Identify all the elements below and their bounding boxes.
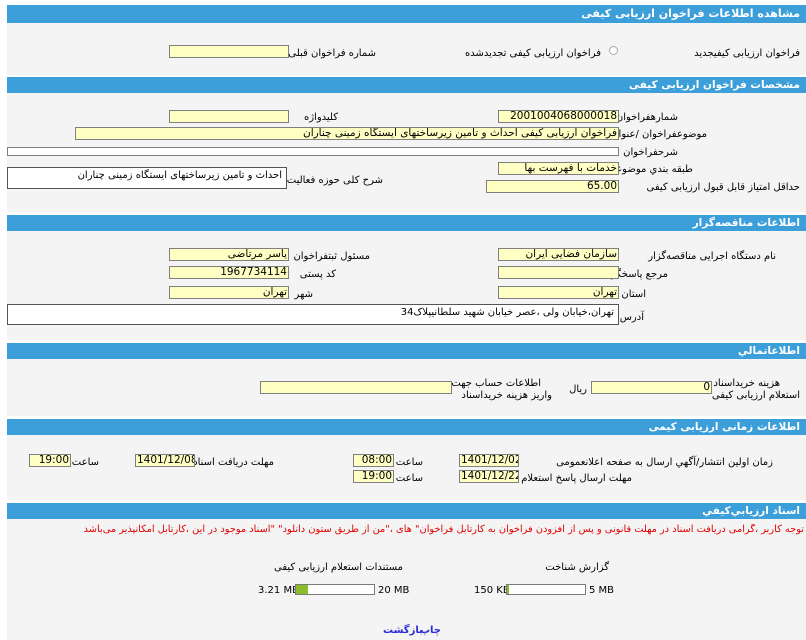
min-score-label: حداقل امتیاز قابل قبول ارزیابی کیفی <box>646 182 800 193</box>
renewed-radio[interactable] <box>609 46 618 55</box>
activity-label: شرح کلی حوزه فعالیت <box>286 175 383 186</box>
page-title: مشاهده اطلاعات فراخوان ارزیابی کیفی <box>7 5 806 23</box>
report-size: 150 KB <box>474 585 510 596</box>
back-link[interactable]: بازگشت <box>383 625 423 636</box>
account-label-2: واریز هزینه خریداسناد <box>461 390 552 401</box>
currency-label: ریال <box>569 384 587 395</box>
city-field[interactable]: تهران <box>169 286 289 299</box>
answer-time-label: ساعت <box>395 473 423 484</box>
fee-label-2: استعلام ارزیابی کیفی <box>711 390 800 401</box>
inquiry-progress <box>295 584 375 595</box>
org-header: اطلاعات مناقصه‌گزار <box>7 215 806 231</box>
activity-field[interactable]: احداث و تامین زیرساختهای ایستگاه زمینی چ… <box>7 167 287 189</box>
account-label: اطلاعات حساب جهت <box>451 378 541 389</box>
registrar-field[interactable]: یاسر مرتاضی <box>169 248 289 261</box>
top-panel <box>7 23 806 75</box>
prev-number-label: شماره فراخوان قبلی <box>288 48 376 59</box>
fee-label: هزینه خریداسناد <box>713 378 780 389</box>
keyword-label: کلیدواژه <box>303 112 338 123</box>
timing-header: اطلاعات زمانی ارزیابی کیمی <box>7 419 806 435</box>
report-max-size: 5 MB <box>589 585 615 596</box>
postal-code-label: کد پستی <box>299 269 336 280</box>
min-score-field[interactable]: 65.00 <box>486 180 619 193</box>
report-progress-fill <box>507 585 510 594</box>
docs-header: اسناد ارزيابي‌کيفي <box>7 503 806 519</box>
org-name-label: نام دستگاه اجرایی مناقصه‌گزار <box>648 251 776 262</box>
address-field[interactable]: تهران،خیابان ولی ،عصر خیابان شهید سلطانی… <box>7 304 619 325</box>
receive-time-field[interactable]: 19:00 <box>29 454 71 467</box>
publish-label: زمان اولین انتشار/آگهي ارسال به صفحه اعل… <box>556 457 773 468</box>
publish-date-field[interactable]: 1401/12/02 <box>459 454 519 467</box>
download-notice: توجه کاربر ،گرامی دریافت اسناد در مهلت ق… <box>83 524 804 535</box>
timing-panel <box>7 435 806 500</box>
description-label: شرحفراخوان <box>623 147 678 158</box>
province-label: استان <box>621 289 646 300</box>
publish-time-label: ساعت <box>395 457 423 468</box>
keyword-field[interactable] <box>169 110 289 123</box>
receive-time-label: ساعت <box>71 457 99 468</box>
category-label: طبقه بندي موضوعي <box>607 164 693 175</box>
prev-number-field[interactable] <box>169 45 289 58</box>
address-label: آدرس <box>619 312 644 323</box>
inquiry-title: مستندات استعلام ارزیابی کیفی <box>273 562 403 573</box>
finance-header: اطلاعاتمالي <box>7 343 806 359</box>
receive-docs-label: مهلت دریافت اسناد <box>193 457 274 468</box>
new-call-label: فراخوان ارزیابی کیفیجدید <box>694 48 800 59</box>
org-name-field[interactable]: سازمان فضایی ایران <box>498 248 619 261</box>
fee-field[interactable]: 0 <box>591 381 712 394</box>
answer-time-field[interactable]: 19:00 <box>353 470 394 483</box>
report-title: گزارش شناخت <box>545 562 609 573</box>
registrar-label: مسئول ثبتفراخوان <box>293 251 370 262</box>
province-field[interactable]: تهران <box>498 286 619 299</box>
call-number-label: شمارهفراخوان <box>615 112 678 123</box>
call-number-field[interactable]: 2001004068000018 <box>498 110 619 123</box>
category-field[interactable]: خدمات با فهرست بها <box>498 162 619 175</box>
postal-code-field[interactable]: 1967734114 <box>169 266 289 279</box>
answer-deadline-label: مهلت ارسال پاسخ استعلام <box>521 473 632 484</box>
reference-label: مرجع پاسخگویی <box>599 269 668 280</box>
docs-panel <box>7 519 806 640</box>
publish-time-field[interactable]: 08:00 <box>353 454 394 467</box>
city-label: شهر <box>294 289 313 300</box>
receive-date-field[interactable]: 1401/12/08 <box>135 454 195 467</box>
subject-label: موضوعفراخوان /عنوان <box>611 129 707 140</box>
account-field[interactable] <box>260 381 452 394</box>
answer-date-field[interactable]: 1401/12/22 <box>459 470 519 483</box>
inquiry-progress-fill <box>296 585 309 594</box>
description-field[interactable] <box>7 147 619 156</box>
print-link[interactable]: چاپ <box>420 625 442 636</box>
spec-header: مشخصات فراخوان ارزیابی کیفی <box>7 77 806 93</box>
reference-field[interactable] <box>498 266 619 279</box>
inquiry-size: 3.21 MB <box>258 585 299 596</box>
report-progress <box>506 584 586 595</box>
subject-field[interactable]: فراخوان ارزیابی کیفی احداث و تامین زیرسا… <box>75 127 619 140</box>
renewed-call-label: فراخوان ارزیابی کیفی تجدیدشده <box>464 48 601 59</box>
inquiry-max-size: 20 MB <box>378 585 410 596</box>
